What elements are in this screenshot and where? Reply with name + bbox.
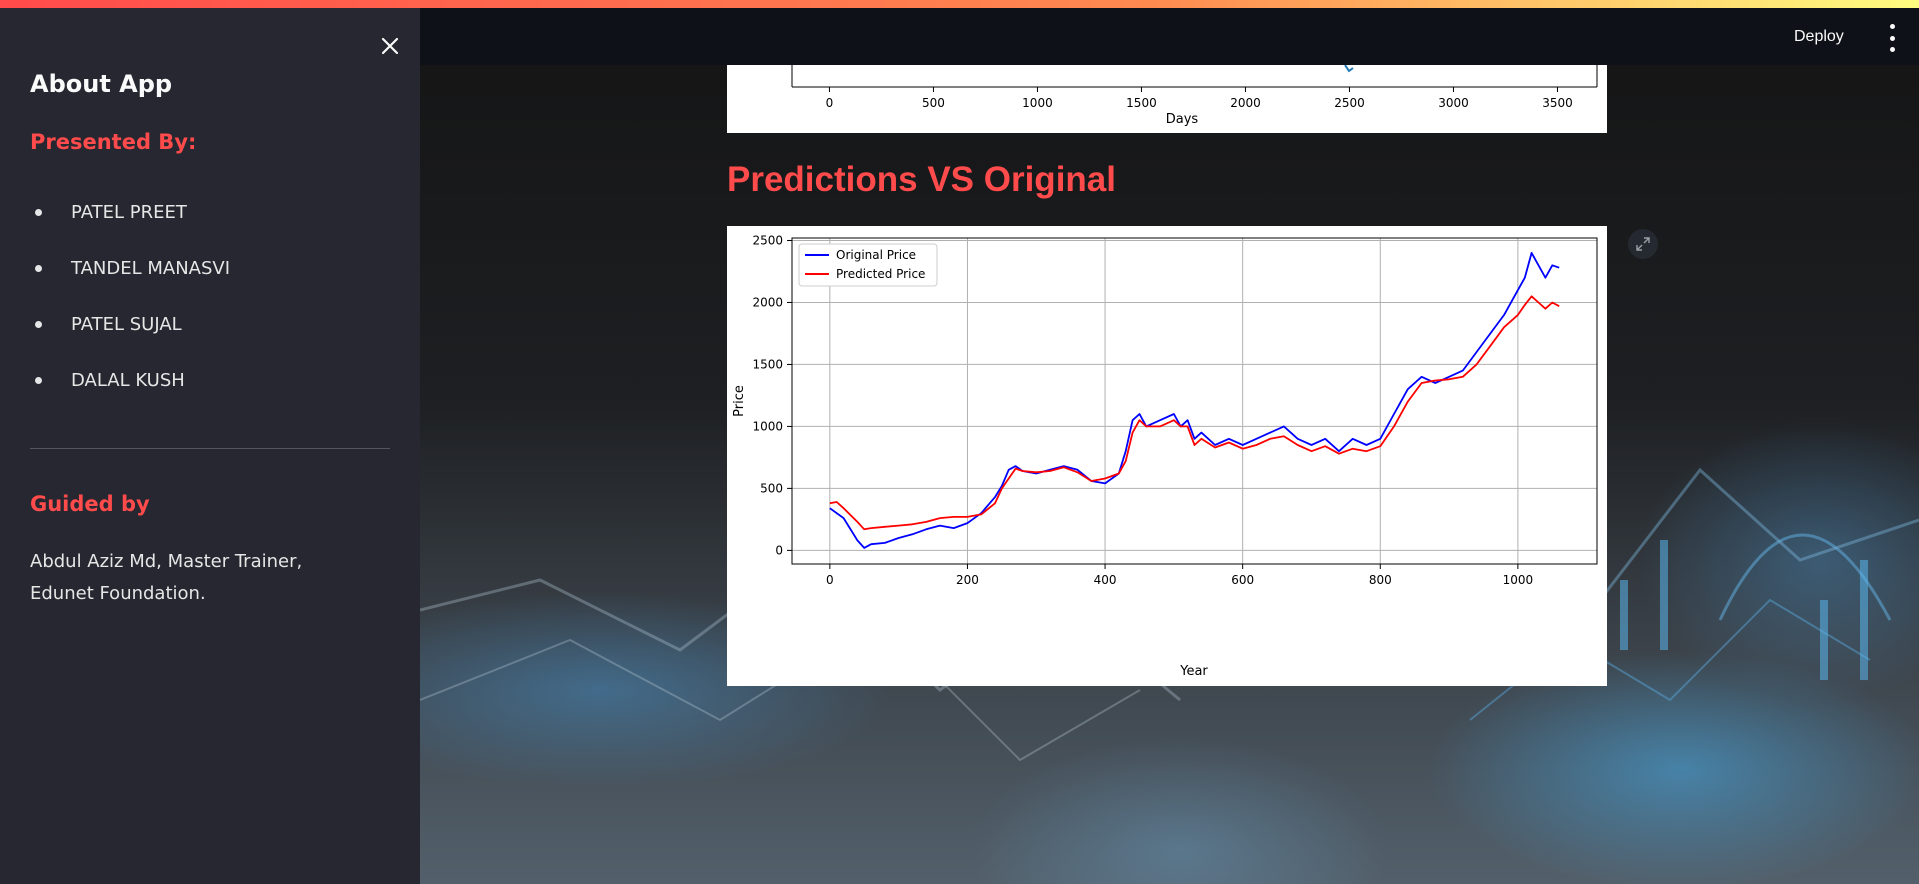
app-header xyxy=(420,8,1919,65)
x-tick-label: 200 xyxy=(956,573,979,587)
list-item: TANDEL MANASVI xyxy=(30,240,230,296)
member-name: PATEL SUJAL xyxy=(71,313,182,335)
legend-entry-predicted: Predicted Price xyxy=(836,267,925,281)
series-line xyxy=(1344,64,1354,73)
days-chart-svg: Days 0 500 1000 1500 2000 2500 3000 3500 xyxy=(791,64,1598,127)
fullscreen-icon[interactable] xyxy=(1628,229,1658,259)
x-tick-label: 400 xyxy=(1094,573,1117,587)
y-tick-label: 2500 xyxy=(752,233,783,247)
x-tick-label: 2000 xyxy=(1230,96,1261,110)
plot-frame xyxy=(791,237,1598,565)
predictions-chart-svg: 0 200 400 600 800 1000 0 500 1000 1500 2000 2500 Ye… xyxy=(732,233,1598,679)
legend-entry-original: Original Price xyxy=(836,248,916,262)
x-tick-label: 2500 xyxy=(1334,96,1365,110)
bullet-icon xyxy=(35,208,42,216)
more-vertical-icon[interactable] xyxy=(1880,24,1904,52)
x-tick-label: 0 xyxy=(826,573,834,587)
bullet-icon xyxy=(35,376,42,384)
presented-by-heading: Presented By: xyxy=(30,130,197,154)
sidebar: About App Presented By: PATEL PREET TAND… xyxy=(0,8,420,884)
x-tick-label: 800 xyxy=(1369,573,1392,587)
bullet-icon xyxy=(35,320,42,328)
member-name: PATEL PREET xyxy=(71,201,187,223)
series-line-predicted-price xyxy=(829,295,1560,531)
x-tick-label: 500 xyxy=(922,96,945,110)
guide-text: Abdul Aziz Md, Master Trainer, Edunet Fo… xyxy=(30,551,303,604)
legend-box xyxy=(798,243,938,287)
list-item: DALAL KUSH xyxy=(30,352,230,408)
x-tick-label: 1000 xyxy=(1022,96,1053,110)
y-tick-label: 2000 xyxy=(752,295,783,309)
x-tick-label: 0 xyxy=(826,96,834,110)
x-tick-label: 3000 xyxy=(1438,96,1469,110)
x-tick-label: 600 xyxy=(1231,573,1254,587)
chart-legend: Original Price Predicted Price xyxy=(798,243,938,287)
x-axis-label: Days xyxy=(1166,112,1199,127)
guided-by-heading: Guided by xyxy=(30,492,150,516)
section-title: Predictions VS Original xyxy=(727,160,1116,199)
list-item: PATEL PREET xyxy=(30,184,230,240)
member-list: PATEL PREET TANDEL MANASVI PATEL SUJAL D… xyxy=(30,184,230,408)
y-tick-label: 500 xyxy=(760,481,783,495)
x-tick-label: 1000 xyxy=(1503,573,1534,587)
predictions-chart: 0 200 400 600 800 1000 0 500 1000 1500 2000 2500 Ye… xyxy=(727,226,1607,686)
list-item: PATEL SUJAL xyxy=(30,296,230,352)
sidebar-title: About App xyxy=(30,70,173,98)
y-tick-label: 0 xyxy=(775,543,783,557)
bullet-icon xyxy=(35,264,42,272)
x-tick-label: 3500 xyxy=(1542,96,1573,110)
deploy-button[interactable]: Deploy xyxy=(1784,22,1854,52)
y-tick-label: 1000 xyxy=(752,419,783,433)
y-axis-label: Price xyxy=(732,385,747,417)
y-tick-label: 1500 xyxy=(752,357,783,371)
close-icon[interactable] xyxy=(370,26,410,66)
days-chart: Days 0 500 1000 1500 2000 2500 3000 3500 xyxy=(727,64,1607,133)
member-name: DALAL KUSH xyxy=(71,369,185,391)
sidebar-divider xyxy=(30,448,390,449)
top-decoration-bar xyxy=(0,0,1919,8)
member-name: TANDEL MANASVI xyxy=(71,257,231,279)
x-tick-label: 1500 xyxy=(1126,96,1157,110)
x-axis-label: Year xyxy=(1179,664,1208,679)
series-line-original-price xyxy=(829,251,1560,549)
